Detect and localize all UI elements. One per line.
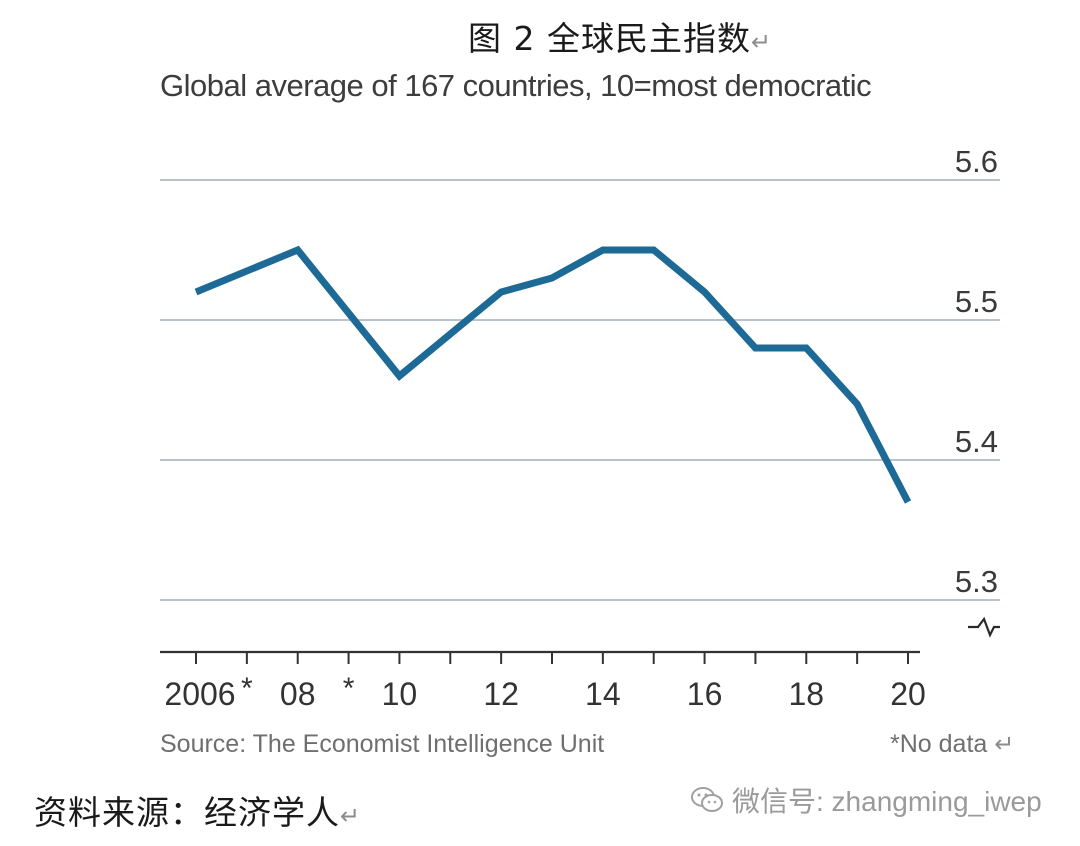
figure-title: 图 2 全球民主指数↵ [468, 19, 773, 58]
x-tick-label: 10 [382, 676, 418, 712]
return-mark: ↵ [750, 28, 773, 56]
chart-source: Source: The Economist Intelligence Unit [160, 730, 605, 758]
return-mark: ↵ [340, 802, 362, 830]
x-tick-no-data-marker: * [343, 672, 355, 705]
chinese-source-line: 资料来源：经济学人↵ [34, 793, 362, 832]
y-tick-label: 5.5 [955, 284, 998, 319]
x-tick-label: 16 [687, 676, 723, 712]
y-tick-label: 5.3 [955, 564, 998, 599]
y-tick-label: 5.4 [955, 424, 998, 459]
x-tick-label: 08 [280, 676, 316, 712]
series-line-global-average [194, 245, 912, 504]
y-tick-label: 5.6 [955, 144, 998, 179]
axis-break-icon [968, 616, 1000, 638]
x-tick-label: 18 [788, 676, 824, 712]
wechat-icon [691, 787, 723, 812]
watermark-text: 微信号: zhangming_iwep [732, 786, 1042, 817]
x-tick-label: 12 [483, 676, 519, 712]
x-tick-no-data-marker: * [241, 672, 253, 705]
x-tick-label: 20 [890, 676, 926, 712]
x-tick-label: 2006 [164, 676, 235, 712]
wechat-watermark: 微信号: zhangming_iwep [690, 780, 1042, 820]
chart-subtitle: Global average of 167 countries, 10=most… [160, 68, 872, 103]
x-tick-label: 14 [585, 676, 621, 712]
no-data-note: *No data ↵ [890, 730, 1015, 758]
return-mark: ↵ [994, 731, 1015, 758]
